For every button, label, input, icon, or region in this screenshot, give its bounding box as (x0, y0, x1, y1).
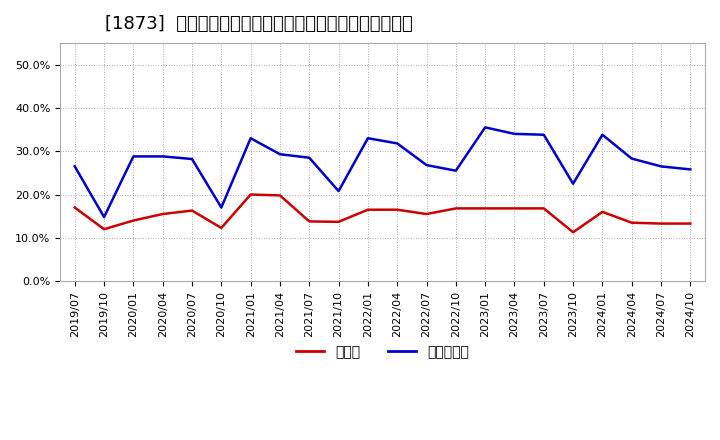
Text: [1873]  現預金、有利子負債の総資産に対する比率の推移: [1873] 現預金、有利子負債の総資産に対する比率の推移 (105, 15, 413, 33)
Legend: 現預金, 有利子負債: 現預金, 有利子負債 (291, 340, 474, 365)
